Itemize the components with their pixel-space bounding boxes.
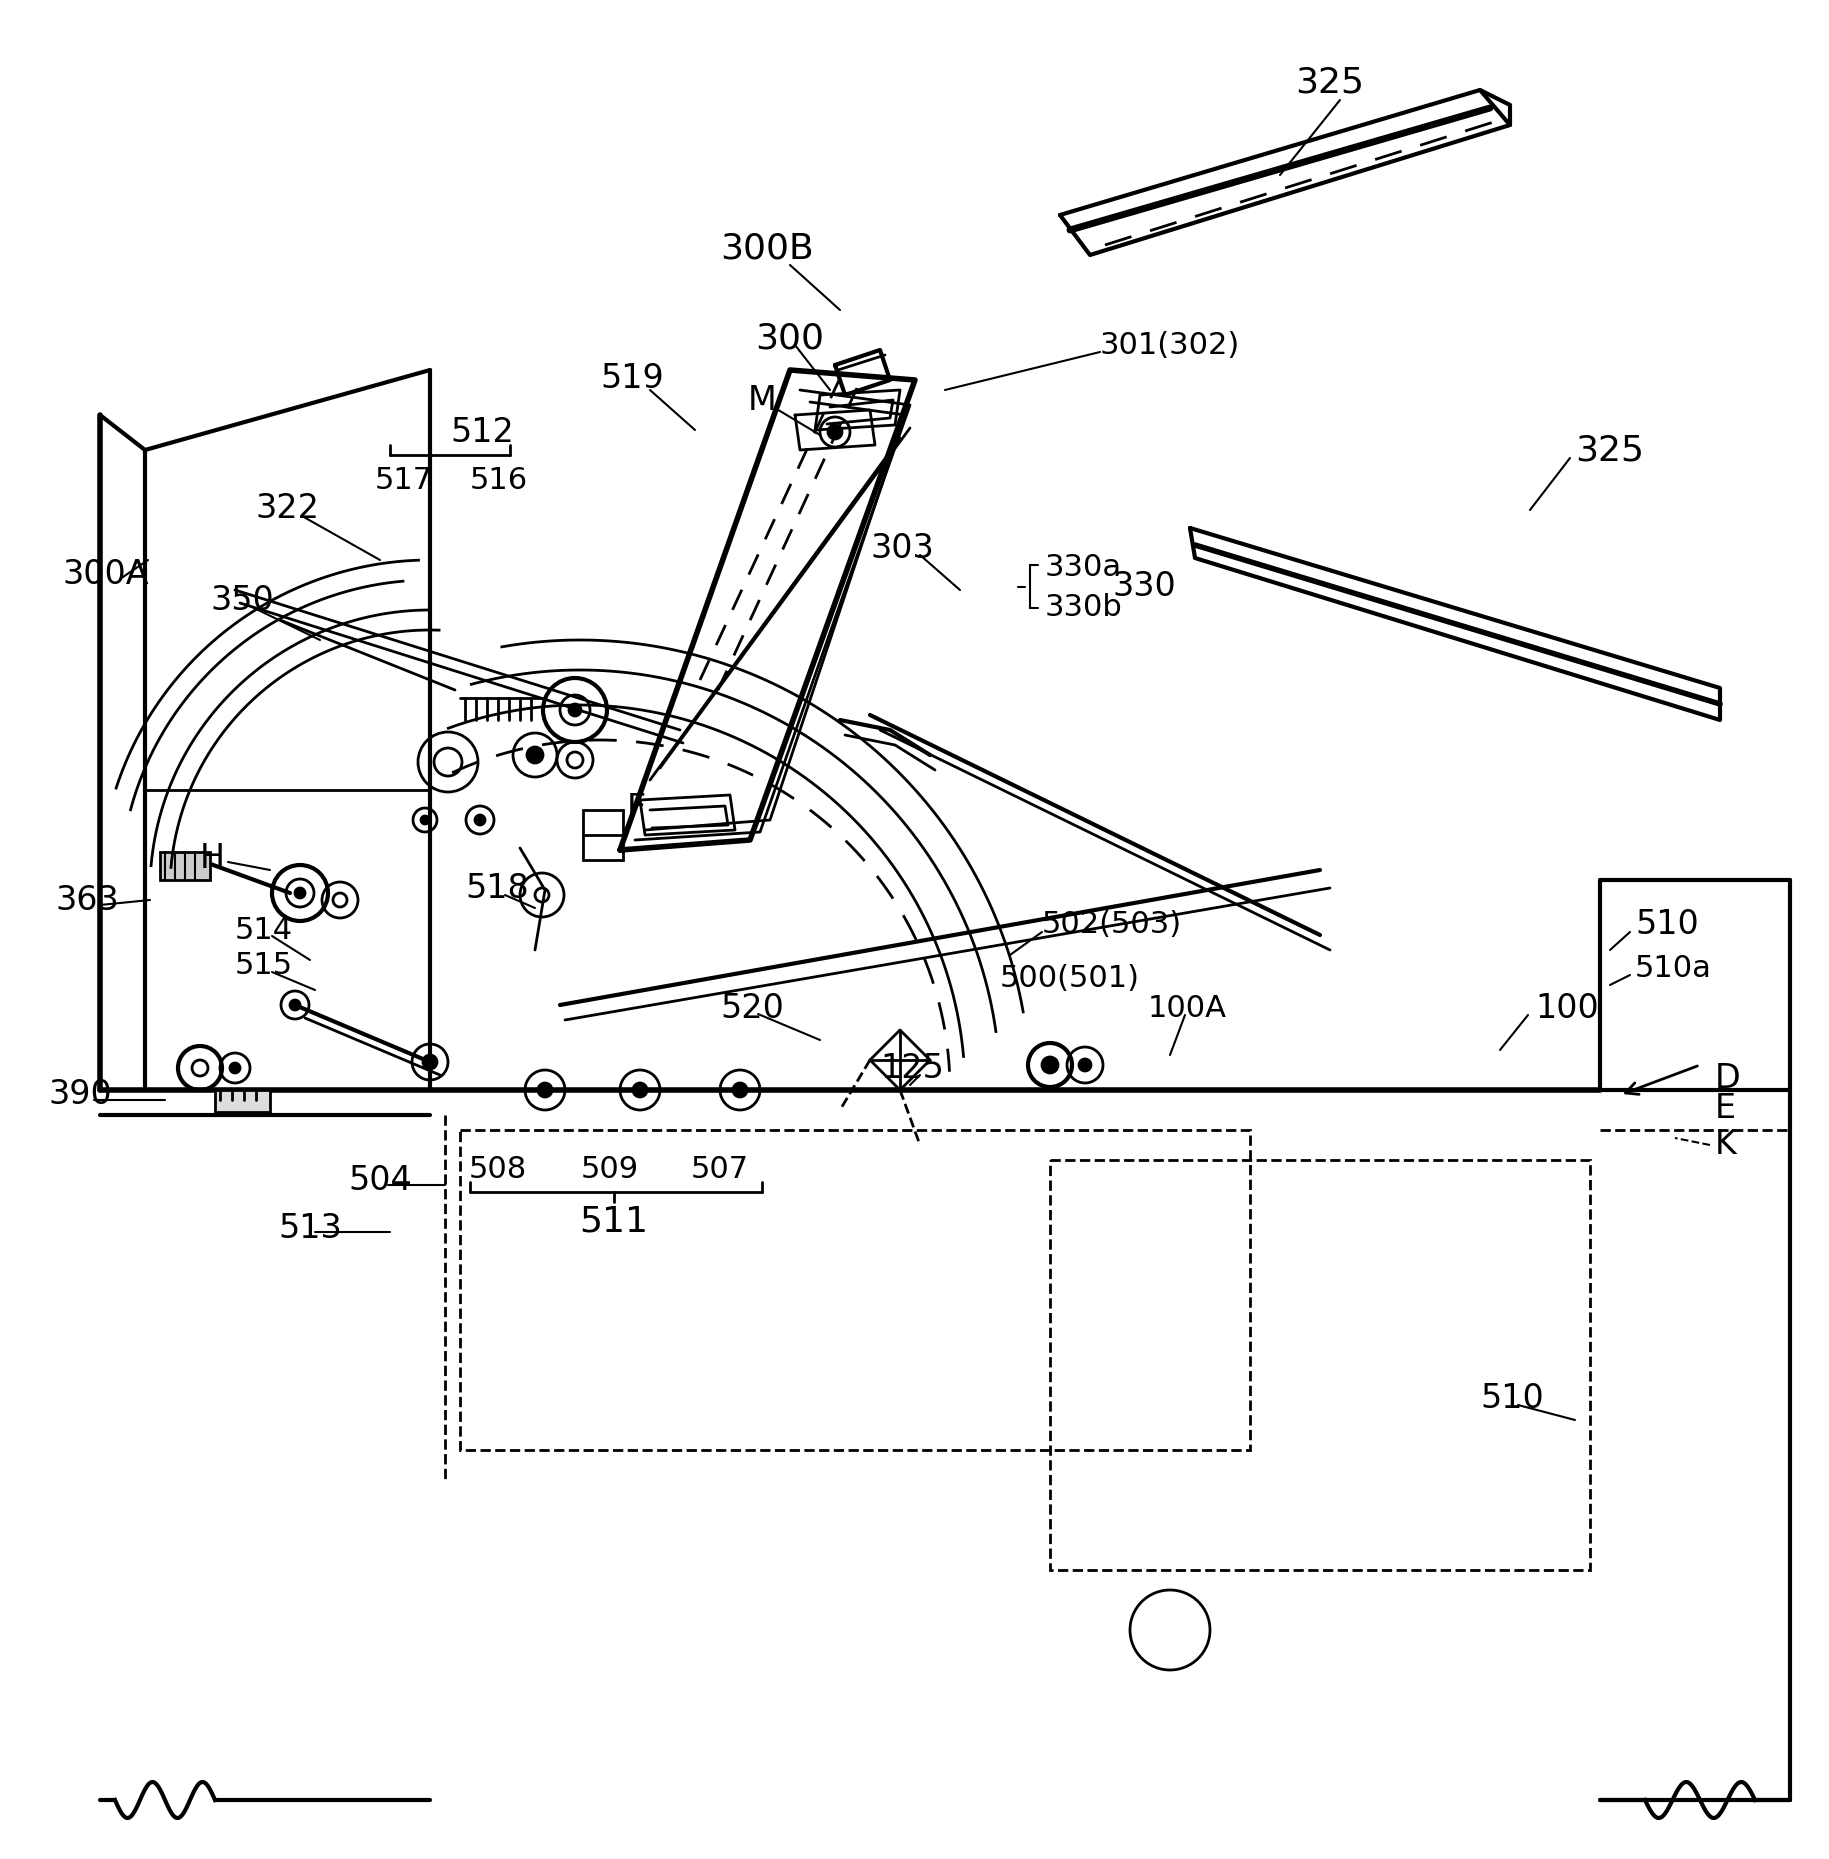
Text: E: E [1716, 1091, 1736, 1125]
Text: 510a: 510a [1635, 954, 1712, 983]
Text: 301(302): 301(302) [1099, 331, 1240, 359]
Text: 350: 350 [210, 584, 274, 617]
Bar [583, 811, 624, 861]
Text: 518: 518 [465, 872, 529, 905]
Text: 303: 303 [871, 532, 935, 565]
Text: 300B: 300B [721, 231, 814, 266]
Text: 322: 322 [254, 491, 318, 524]
Text: 512: 512 [450, 416, 514, 448]
Text: 330: 330 [1112, 571, 1176, 604]
Text: 125: 125 [880, 1052, 944, 1084]
Text: 502(503): 502(503) [1043, 909, 1182, 939]
Text: 511: 511 [580, 1205, 649, 1238]
Text: 300: 300 [755, 322, 825, 355]
Bar [461, 1130, 1249, 1450]
Text: 100A: 100A [1149, 993, 1227, 1022]
Circle shape [421, 816, 430, 824]
Text: 500(501): 500(501) [1000, 963, 1139, 993]
Text: D: D [1716, 1061, 1741, 1095]
Text: 300A: 300A [62, 558, 148, 591]
Text: 516: 516 [470, 465, 529, 494]
Text: 509: 509 [582, 1156, 638, 1184]
Text: 507: 507 [691, 1156, 750, 1184]
Text: 517: 517 [375, 465, 433, 494]
Text: 363: 363 [55, 883, 119, 916]
Circle shape [1043, 1058, 1057, 1073]
Circle shape [633, 1084, 647, 1097]
Circle shape [476, 814, 485, 825]
Circle shape [1079, 1060, 1092, 1071]
Text: 513: 513 [278, 1212, 342, 1244]
Text: 325: 325 [1575, 433, 1644, 467]
Text: 504: 504 [348, 1164, 412, 1197]
Circle shape [230, 1063, 240, 1073]
Text: 515: 515 [234, 950, 293, 980]
Text: 390: 390 [48, 1078, 112, 1112]
Text: 510: 510 [1480, 1381, 1544, 1415]
Text: 520: 520 [721, 991, 785, 1024]
Circle shape [829, 426, 841, 439]
Circle shape [569, 705, 582, 716]
Text: H: H [199, 842, 225, 874]
Circle shape [538, 1084, 552, 1097]
Text: 325: 325 [1295, 65, 1364, 99]
Bar [216, 1089, 271, 1112]
Circle shape [527, 747, 543, 762]
Text: 510: 510 [1635, 907, 1699, 941]
Circle shape [733, 1084, 746, 1097]
Text: F: F [627, 792, 646, 825]
Text: K: K [1716, 1128, 1738, 1162]
Text: 100: 100 [1535, 991, 1599, 1024]
Text: M: M [748, 383, 777, 416]
Text: 330a: 330a [1044, 554, 1123, 582]
Bar [159, 851, 210, 879]
Text: 519: 519 [600, 361, 664, 394]
Text: 508: 508 [468, 1156, 527, 1184]
Circle shape [294, 889, 305, 898]
Text: 330b: 330b [1044, 593, 1123, 623]
Bar [1050, 1160, 1589, 1571]
Circle shape [291, 1000, 300, 1009]
Circle shape [422, 1056, 437, 1069]
Text: 514: 514 [234, 915, 293, 944]
